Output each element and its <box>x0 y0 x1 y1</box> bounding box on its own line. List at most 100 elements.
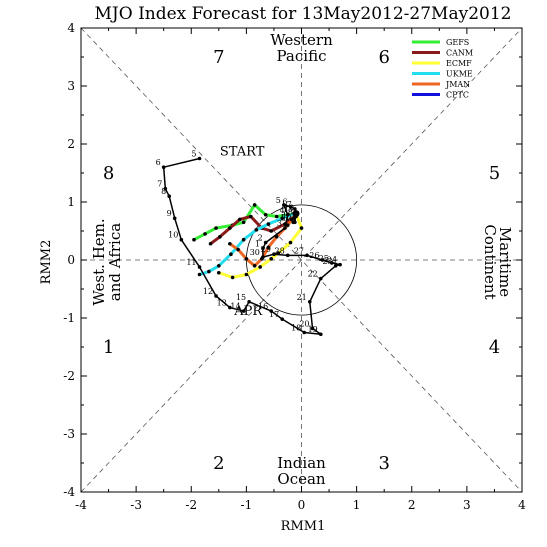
day-label: 24 <box>327 256 337 265</box>
day-label: 8 <box>288 208 293 217</box>
forecast-point <box>269 229 273 233</box>
observed-point <box>338 262 342 267</box>
day-label: 28 <box>275 246 285 255</box>
region-label-bottom: Indian <box>277 454 326 472</box>
observed-point <box>318 332 323 337</box>
observed-point <box>289 217 294 222</box>
observed-point <box>320 258 325 262</box>
forecast-series <box>192 203 304 280</box>
x-tick-label: 1 <box>353 498 361 512</box>
legend-label: GEFS <box>446 38 469 47</box>
phase-number: 6 <box>378 47 389 68</box>
observed-point <box>307 299 312 304</box>
observed-point <box>293 207 297 211</box>
observed-point <box>228 305 232 310</box>
legend-label: CANM <box>446 49 473 58</box>
observed-point <box>288 204 293 209</box>
day-label: 14 <box>230 302 240 311</box>
diagonal-guide-line <box>80 27 523 493</box>
day-label: 5 <box>191 150 196 159</box>
forecast-point <box>274 214 279 219</box>
x-tick-label: 2 <box>408 498 416 512</box>
day-label: 11 <box>280 213 290 222</box>
forecast-point <box>266 222 271 226</box>
forecast-point <box>248 214 253 219</box>
x-axis-label: RMM1 <box>281 519 326 534</box>
chart-title: MJO Index Forecast for 13May2012-27May20… <box>95 4 512 24</box>
forecast-point <box>236 247 240 252</box>
forecast-point <box>217 264 221 268</box>
observed-endpoint <box>292 210 300 218</box>
start-annotation: START <box>220 145 265 160</box>
day-label: 3 <box>277 219 282 228</box>
forecast-point <box>269 257 273 261</box>
day-label: 23 <box>322 257 332 266</box>
observed-point <box>214 294 218 298</box>
forecast-point <box>214 226 218 230</box>
day-label: 16 <box>258 302 268 311</box>
phase-number: 4 <box>489 337 500 358</box>
forecast-point <box>207 269 211 274</box>
forecast-point <box>280 216 285 221</box>
observed-point <box>261 246 265 251</box>
forecast-point <box>263 212 268 217</box>
observed-point <box>163 186 168 191</box>
observed-point <box>293 220 297 225</box>
x-tick-label: 4 <box>518 498 526 512</box>
forecast-point <box>258 265 262 269</box>
y-axis-label: RMM2 <box>39 240 54 285</box>
day-label: 11 <box>186 258 196 267</box>
region-label-left: and Africa <box>106 223 124 301</box>
day-label: 6 <box>282 198 287 207</box>
observed-point <box>330 261 334 265</box>
observed-point <box>282 203 286 207</box>
forecast-point <box>266 245 271 250</box>
day-label: 13 <box>283 205 293 214</box>
observed-point <box>333 264 338 268</box>
day-label: 22 <box>308 270 318 279</box>
day-label: 4 <box>280 206 285 215</box>
day-label: 20 <box>299 319 309 328</box>
forecast-point <box>244 257 249 261</box>
day-label: 21 <box>297 293 307 302</box>
region-label-right: Maritime <box>496 227 514 297</box>
day-label: 17 <box>269 310 279 319</box>
day-label: 9 <box>167 209 172 218</box>
forecast-point <box>228 241 232 246</box>
observed-point <box>305 253 309 258</box>
phase-number: 3 <box>378 453 389 474</box>
observed-point <box>172 216 177 221</box>
day-label: 5 <box>276 196 281 205</box>
observed-point <box>272 252 276 256</box>
legend-label: JMAN <box>445 80 470 89</box>
forecast-point <box>197 272 202 277</box>
y-tick-label: 2 <box>67 137 75 151</box>
day-label: 30 <box>250 248 260 257</box>
observed-point <box>241 309 246 313</box>
forecast-point <box>244 272 249 277</box>
observed-point <box>261 255 265 259</box>
region-label-top: Pacific <box>277 47 327 65</box>
observed-point <box>280 317 285 321</box>
legend-label: CPTC <box>446 91 469 100</box>
observed-point <box>263 240 268 245</box>
diagonal-guide-line <box>80 27 523 493</box>
day-label: 12 <box>282 213 292 222</box>
forecast-point <box>229 252 233 256</box>
region-label-right: Continent <box>481 224 499 299</box>
day-label: 12 <box>203 287 213 296</box>
y-tick-label: -2 <box>63 369 75 383</box>
forecast-point <box>237 217 242 222</box>
observed-point <box>310 326 315 331</box>
day-label: 1 <box>255 239 260 248</box>
day-label: 18 <box>291 324 301 333</box>
region-label-left: West. Hem. <box>90 218 108 305</box>
phase-number: 1 <box>103 337 114 358</box>
day-label: 13 <box>217 299 227 308</box>
y-tick-label: 1 <box>67 195 75 209</box>
observed-point <box>247 299 251 304</box>
legend-label: UKME <box>446 70 473 79</box>
